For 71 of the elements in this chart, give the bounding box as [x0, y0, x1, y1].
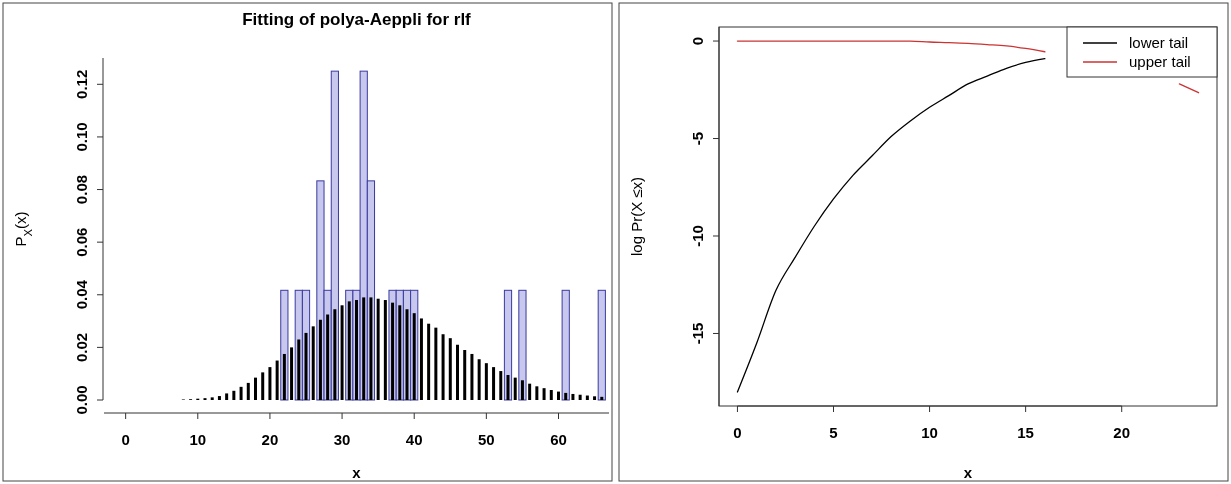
bar	[528, 383, 532, 400]
y-axis-title: log Pr(X ≤x)	[628, 176, 645, 257]
bar	[297, 339, 301, 400]
bar	[499, 371, 503, 400]
bar	[477, 359, 481, 400]
bar	[535, 386, 539, 400]
y-tick-label: -15	[689, 322, 706, 345]
bar	[470, 353, 474, 400]
bar	[557, 391, 560, 400]
bar	[585, 395, 589, 400]
x-tick-label: 40	[405, 431, 423, 448]
bar	[441, 334, 445, 400]
bar	[520, 380, 524, 400]
x-tick-label: 0	[121, 431, 130, 448]
bar	[578, 394, 582, 400]
y-tick-label: 0.04	[73, 279, 90, 310]
x-tick-label: 20	[261, 431, 279, 448]
bar	[549, 390, 553, 400]
y-tick-label: 0	[689, 36, 706, 46]
legend-label: lower tail	[1129, 34, 1189, 51]
y-tick-label: 0.10	[73, 122, 90, 152]
y-tick-label: 0.08	[73, 174, 90, 205]
x-tick-label: 10	[189, 431, 207, 448]
bar	[506, 375, 510, 400]
x-tick-label: 50	[478, 431, 495, 448]
bar	[564, 392, 568, 400]
bar	[484, 363, 488, 400]
x-tick-label: 0	[733, 424, 742, 441]
bar	[376, 298, 380, 400]
bar	[261, 372, 265, 400]
x-tick-label: 10	[921, 424, 938, 441]
bar	[254, 377, 257, 400]
bar	[542, 388, 546, 400]
bar	[326, 314, 330, 400]
bar	[225, 393, 229, 400]
bar	[232, 390, 236, 400]
x-axis-title: x	[963, 464, 973, 481]
x-tick-label: 30	[333, 431, 351, 448]
chart-title: Fitting of polya-Aeppli for rlf	[242, 10, 472, 29]
y-tick-label: -5	[689, 131, 706, 146]
bar	[275, 360, 279, 400]
bar	[210, 397, 214, 400]
bar	[600, 396, 604, 400]
x-tick-label: 60	[550, 431, 567, 448]
bar	[217, 396, 221, 400]
bar	[239, 386, 243, 400]
x-tick-label: 15	[1017, 424, 1034, 441]
x-axis-title: x	[352, 464, 362, 481]
legend-label: upper tail	[1129, 53, 1191, 70]
bar	[456, 344, 459, 400]
y-tick-label: -10	[689, 225, 706, 247]
bar	[427, 323, 431, 400]
bar	[492, 367, 496, 400]
line-series	[736, 57, 1046, 393]
y-tick-label: 0.12	[73, 69, 90, 99]
bar	[463, 350, 467, 400]
x-tick-label: 5	[829, 424, 838, 441]
bar	[593, 396, 597, 400]
y-tick-label: 0.02	[73, 332, 90, 362]
bar	[268, 367, 272, 400]
bar	[290, 347, 294, 400]
y-tick-label: 0.00	[73, 385, 90, 415]
bar	[304, 332, 308, 400]
bar	[434, 327, 438, 400]
x-tick-label: 20	[1113, 424, 1131, 441]
bar	[571, 393, 575, 400]
bar	[246, 382, 250, 400]
y-tick-label: 0.06	[73, 227, 90, 257]
bar	[513, 377, 517, 400]
bar	[369, 297, 373, 400]
bar	[448, 338, 452, 400]
